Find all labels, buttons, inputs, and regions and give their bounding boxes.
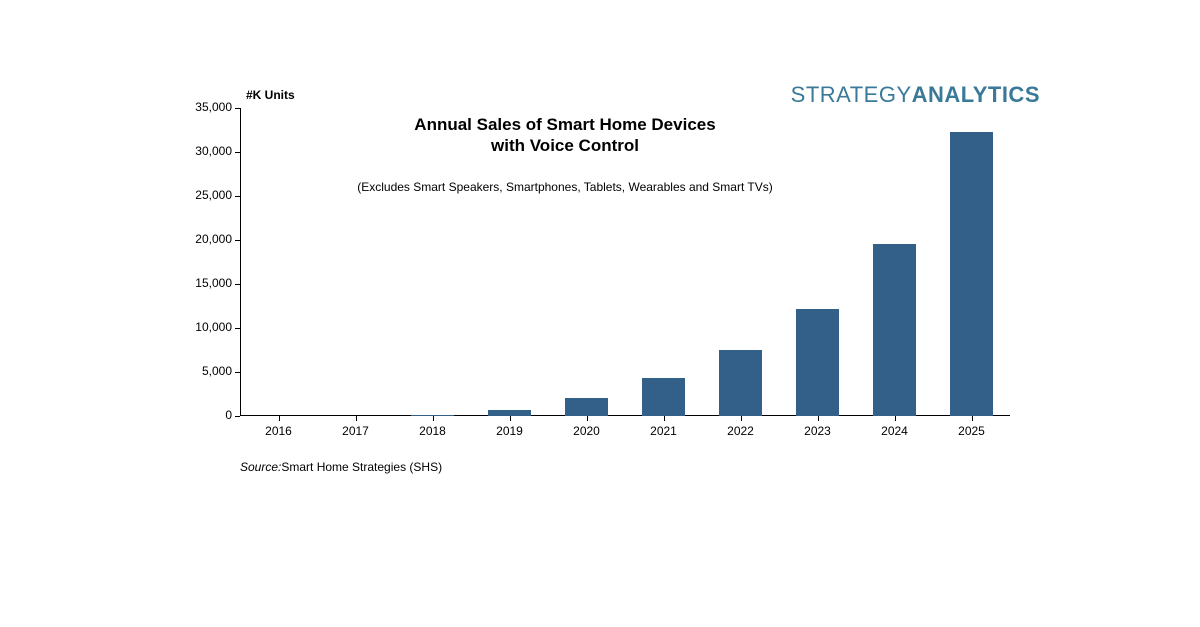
x-tick-mark — [510, 416, 511, 421]
y-tick-mark — [235, 196, 240, 197]
x-tick-label: 2023 — [788, 424, 848, 438]
y-tick-mark — [235, 284, 240, 285]
x-tick-mark — [433, 416, 434, 421]
y-tick-mark — [235, 108, 240, 109]
source-text: Smart Home Strategies (SHS) — [281, 460, 442, 474]
x-tick-label: 2024 — [865, 424, 925, 438]
y-axis-title: #K Units — [246, 88, 295, 102]
x-tick-label: 2017 — [326, 424, 386, 438]
x-tick-mark — [741, 416, 742, 421]
y-tick-label: 0 — [180, 408, 232, 422]
source-attribution: Source:Smart Home Strategies (SHS) — [240, 460, 442, 474]
y-tick-mark — [235, 152, 240, 153]
y-tick-mark — [235, 328, 240, 329]
y-tick-label: 5,000 — [180, 364, 232, 378]
x-tick-mark — [279, 416, 280, 421]
y-tick-label: 20,000 — [180, 232, 232, 246]
bar — [873, 244, 915, 416]
y-tick-label: 15,000 — [180, 276, 232, 290]
y-tick-label: 35,000 — [180, 100, 232, 114]
x-tick-label: 2020 — [557, 424, 617, 438]
x-tick-mark — [972, 416, 973, 421]
bar — [719, 350, 761, 416]
y-tick-label: 30,000 — [180, 144, 232, 158]
x-tick-label: 2022 — [711, 424, 771, 438]
x-tick-mark — [818, 416, 819, 421]
x-tick-mark — [895, 416, 896, 421]
source-prefix: Source: — [240, 460, 281, 474]
bar — [565, 398, 607, 416]
x-tick-mark — [664, 416, 665, 421]
bar — [796, 309, 838, 416]
x-tick-label: 2021 — [634, 424, 694, 438]
y-tick-label: 10,000 — [180, 320, 232, 334]
bar — [950, 132, 992, 416]
x-tick-label: 2019 — [480, 424, 540, 438]
bar — [642, 378, 684, 416]
x-tick-mark — [587, 416, 588, 421]
y-tick-label: 25,000 — [180, 188, 232, 202]
y-axis-line — [240, 108, 241, 416]
brand-word-2: ANALYTICS — [912, 82, 1040, 107]
brand-word-1: STRATEGY — [791, 82, 912, 107]
bar-chart: 05,00010,00015,00020,00025,00030,00035,0… — [240, 108, 1010, 416]
brand-logo: STRATEGYANALYTICS — [791, 82, 1040, 108]
x-tick-label: 2018 — [403, 424, 463, 438]
y-tick-mark — [235, 240, 240, 241]
x-tick-mark — [356, 416, 357, 421]
y-tick-mark — [235, 372, 240, 373]
x-tick-label: 2016 — [249, 424, 309, 438]
x-tick-label: 2025 — [942, 424, 1002, 438]
y-tick-mark — [235, 416, 240, 417]
